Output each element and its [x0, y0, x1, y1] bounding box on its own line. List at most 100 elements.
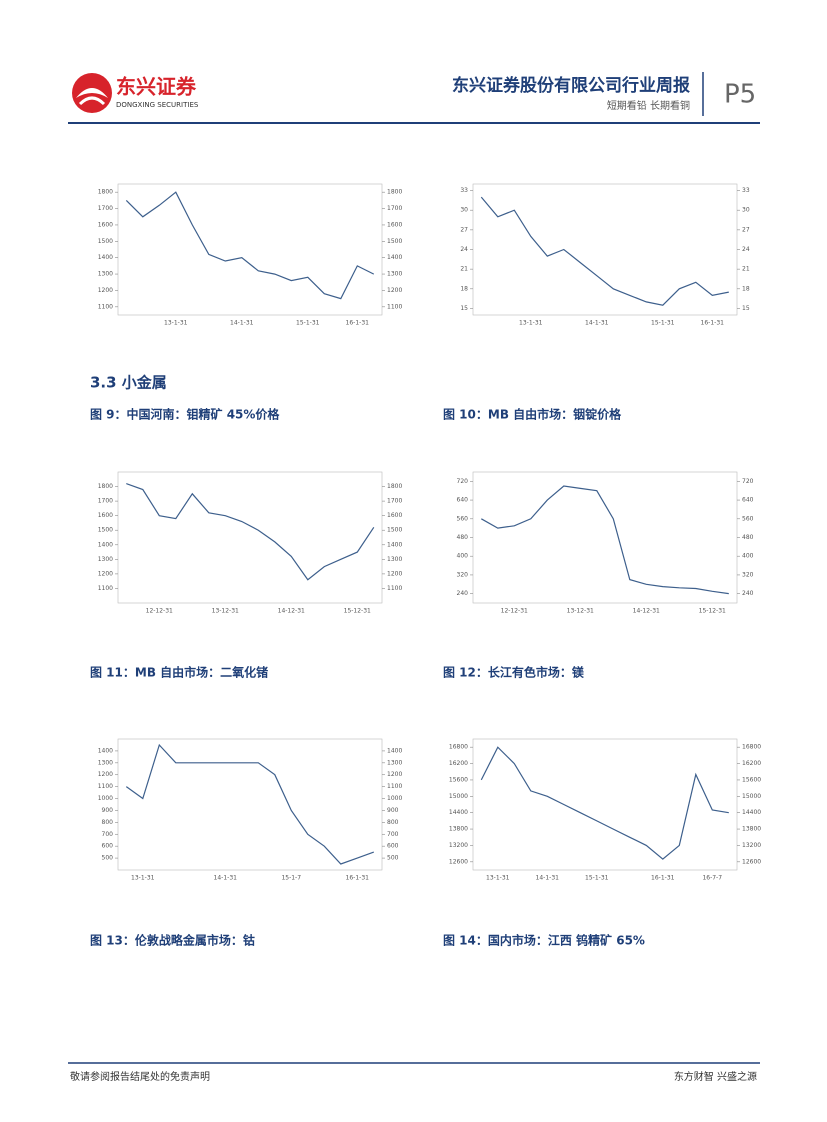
y-tick-label: 800	[102, 819, 114, 826]
y2-tick-label: 1400	[387, 541, 402, 548]
y-tick-label: 1600	[98, 512, 113, 519]
plot-frame	[117, 738, 383, 871]
y-tick-label: 1400	[98, 747, 113, 754]
y2-tick-label: 15600	[742, 776, 761, 783]
x-tick-label: 13-1-31	[131, 875, 155, 882]
y2-tick-label: 15000	[742, 793, 761, 800]
y2-tick-label: 18	[742, 285, 750, 292]
y2-tick-label: 1200	[387, 771, 402, 778]
y2-tick-label: 14400	[742, 809, 761, 816]
y2-tick-label: 1400	[387, 747, 402, 754]
y-tick-label: 500	[102, 855, 114, 862]
y-tick-label: 15000	[449, 793, 468, 800]
x-tick-label: 15-12-31	[344, 608, 371, 615]
x-tick-label: 15-12-31	[699, 608, 726, 615]
plot-frame	[472, 183, 738, 316]
plot-frame	[472, 738, 738, 871]
y2-tick-label: 13800	[742, 826, 761, 833]
y2-tick-label: 1700	[387, 498, 402, 505]
x-tick-label: 13-1-31	[519, 320, 543, 327]
y-tick-label: 1800	[98, 189, 113, 196]
y2-tick-label: 13200	[742, 842, 761, 849]
x-tick-label: 13-1-31	[486, 875, 510, 882]
figure-caption: 图 9：中国河南：钼精矿 45%价格	[90, 407, 280, 422]
y-tick-label: 1600	[98, 221, 113, 228]
data-line	[480, 196, 729, 306]
report-title: 东兴证券股份有限公司行业周报	[452, 75, 690, 96]
x-tick-label: 15-1-7	[281, 875, 301, 882]
y-tick-label: 1100	[98, 585, 113, 592]
y2-tick-label: 1600	[387, 221, 402, 228]
y2-tick-label: 600	[387, 843, 399, 850]
y-tick-label: 480	[457, 534, 469, 541]
y-tick-label: 1200	[98, 570, 113, 577]
page-number: P5	[724, 80, 756, 110]
y-tick-label: 1100	[98, 783, 113, 790]
y-tick-label: 900	[102, 807, 114, 814]
y2-tick-label: 900	[387, 807, 399, 814]
x-tick-label: 13-12-31	[212, 608, 239, 615]
y2-tick-label: 640	[742, 497, 754, 504]
footer-left: 敬请参阅报告结尾处的免责声明	[70, 1070, 210, 1083]
y-tick-label: 1100	[98, 303, 113, 310]
y2-tick-label: 700	[387, 831, 399, 838]
y2-tick-label: 240	[742, 590, 754, 597]
y-tick-label: 1000	[98, 795, 113, 802]
x-tick-label: 15-1-31	[296, 320, 320, 327]
y2-tick-label: 16200	[742, 760, 761, 767]
y2-tick-label: 1700	[387, 205, 402, 212]
y2-tick-label: 320	[742, 571, 754, 578]
figure-caption: 图 13：伦敦战略金属市场：钴	[90, 933, 255, 948]
y-tick-label: 1200	[98, 287, 113, 294]
y-tick-label: 33	[460, 187, 468, 194]
y-tick-label: 1400	[98, 254, 113, 261]
x-tick-label: 12-12-31	[146, 608, 173, 615]
data-line	[480, 746, 729, 860]
x-tick-label: 15-1-31	[651, 320, 675, 327]
y2-tick-label: 30	[742, 207, 750, 214]
y2-tick-label: 560	[742, 515, 754, 522]
y-tick-label: 1400	[98, 541, 113, 548]
y-tick-label: 13200	[449, 842, 468, 849]
x-tick-label: 14-1-31	[536, 875, 560, 882]
y-tick-label: 1700	[98, 205, 113, 212]
y-tick-label: 12600	[449, 858, 468, 865]
logo-text-en: DONGXING SECURITIES	[116, 101, 199, 109]
x-tick-label: 16-7-7	[702, 875, 722, 882]
y2-tick-label: 1400	[387, 254, 402, 261]
x-tick-label: 16-1-31	[346, 875, 370, 882]
y2-tick-label: 1600	[387, 512, 402, 519]
y2-tick-label: 1500	[387, 238, 402, 245]
footer-right: 东方财智 兴盛之源	[674, 1070, 757, 1083]
y2-tick-label: 1100	[387, 783, 402, 790]
y2-tick-label: 1100	[387, 585, 402, 592]
y2-tick-label: 33	[742, 187, 750, 194]
y-tick-label: 640	[457, 497, 469, 504]
y2-tick-label: 800	[387, 819, 399, 826]
y2-tick-label: 720	[742, 478, 754, 485]
y-tick-label: 560	[457, 515, 469, 522]
x-tick-label: 14-12-31	[633, 608, 660, 615]
y-tick-label: 18	[460, 285, 468, 292]
plot-frame	[117, 183, 383, 316]
x-tick-label: 13-1-31	[164, 320, 188, 327]
y2-tick-label: 24	[742, 246, 750, 253]
figure-caption: 图 14：国内市场：江西 钨精矿 65%	[443, 933, 645, 948]
y-tick-label: 1500	[98, 527, 113, 534]
y-tick-label: 400	[457, 553, 469, 560]
x-tick-label: 12-12-31	[501, 608, 528, 615]
y-tick-label: 720	[457, 478, 469, 485]
y2-tick-label: 480	[742, 534, 754, 541]
x-tick-label: 16-1-31	[701, 320, 725, 327]
x-tick-label: 16-1-31	[346, 320, 370, 327]
y-tick-label: 1300	[98, 759, 113, 766]
y-tick-label: 16800	[449, 744, 468, 751]
y-tick-label: 1700	[98, 498, 113, 505]
data-line	[126, 483, 375, 581]
y2-tick-label: 400	[742, 553, 754, 560]
plot-frame	[117, 471, 383, 604]
y-tick-label: 15	[460, 305, 468, 312]
y2-tick-label: 1800	[387, 483, 402, 490]
x-tick-label: 15-1-31	[585, 875, 609, 882]
